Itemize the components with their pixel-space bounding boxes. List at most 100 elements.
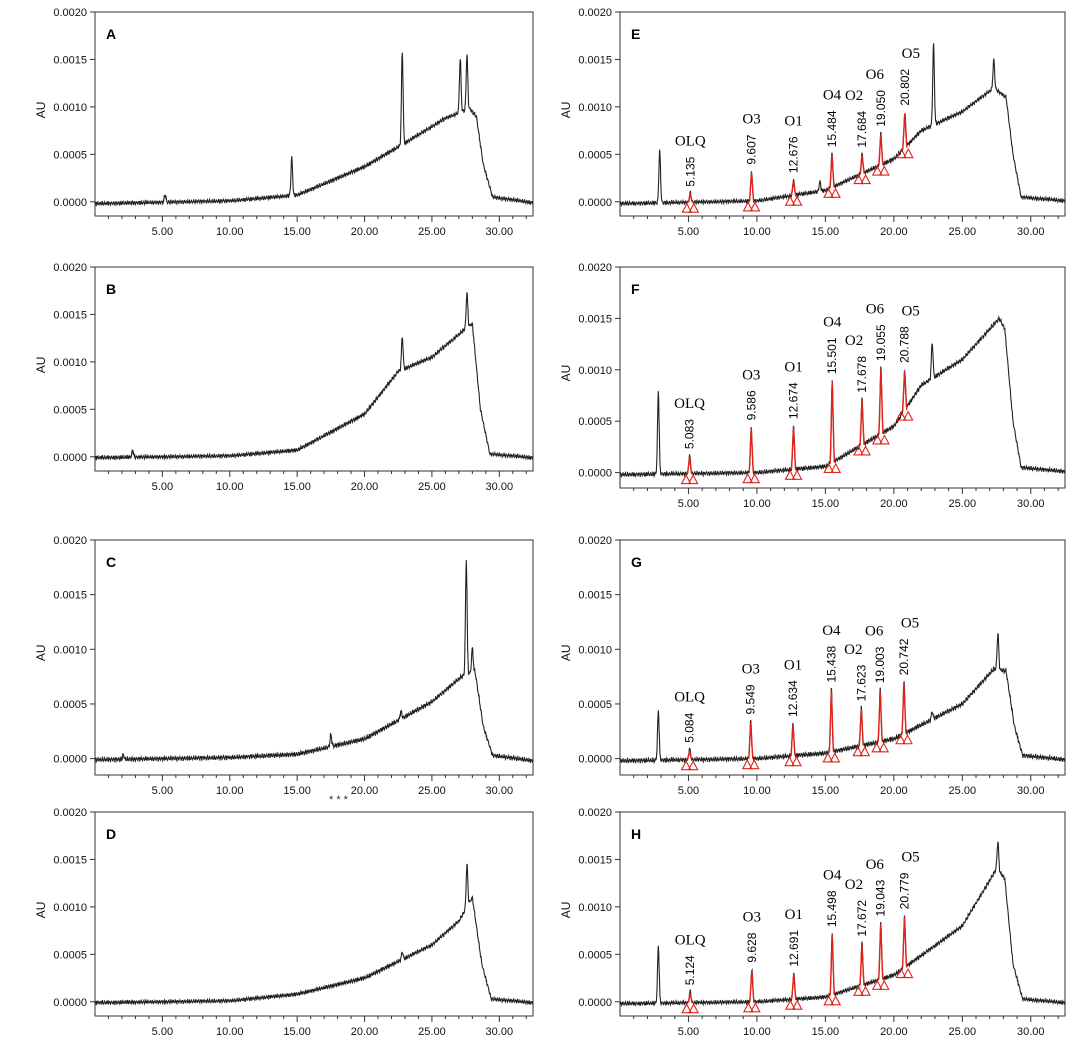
x-tick-label-f-4: 25.00: [949, 498, 977, 510]
integration-marker-f-o5-0: [895, 410, 907, 421]
x-tick-label-d-3: 20.00: [351, 1026, 379, 1038]
peak-highlight-f-o4: [829, 382, 835, 463]
peak-name-g-o3: O3: [742, 661, 760, 677]
integration-marker-e-olq-0: [681, 202, 693, 213]
integration-marker-g-o4-1: [829, 752, 841, 763]
peak-name-g-o6: O6: [865, 624, 884, 640]
peak-name-e-o4: O4: [823, 88, 842, 104]
integration-marker-g-o6-1: [878, 742, 890, 753]
x-tick-label-g-3: 20.00: [880, 785, 908, 797]
peak-highlight-g-o4: [828, 690, 835, 752]
peak-name-h-olq: OLQ: [675, 932, 706, 948]
x-tick-label-g-1: 10.00: [743, 785, 771, 797]
retention-time-g-olq: 5.084: [683, 712, 697, 742]
integration-marker-g-olq-1: [687, 760, 699, 771]
y-tick-label-d-2: 0.0010: [53, 902, 87, 914]
peak-highlight-f-olq: [686, 457, 693, 474]
y-axis-title-f: AU: [559, 365, 573, 382]
retention-time-e-o1: 12.676: [787, 136, 801, 173]
integration-marker-h-o1-1: [791, 999, 803, 1010]
integration-marker-f-o1-0: [784, 469, 796, 480]
x-tick-label-a-2: 15.00: [283, 226, 311, 238]
x-tick-label-a-4: 25.00: [418, 226, 446, 238]
plot-frame-g: [619, 539, 1066, 776]
peak-name-g-olq: OLQ: [674, 690, 705, 706]
integration-marker-h-o6-0: [871, 979, 883, 990]
chromatogram-trace-e: [619, 43, 1065, 208]
integration-marker-h-o5-0: [895, 967, 907, 979]
plot-frame-b: [94, 266, 534, 472]
integration-marker-f-olq-1: [687, 473, 699, 485]
peak-highlight-e-o6: [878, 134, 884, 166]
y-tick-label-a-1: 0.0005: [53, 149, 87, 161]
peak-name-g-o2: O2: [844, 642, 862, 658]
retention-time-g-o2: 17.623: [854, 664, 868, 701]
retention-time-g-o1: 12.634: [786, 680, 800, 717]
chromatogram-trace-b: [94, 292, 533, 462]
y-tick-label-d-0: 0.0000: [53, 997, 87, 1009]
peak-name-f-o3: O3: [742, 367, 760, 383]
integration-marker-g-o3-1: [748, 759, 760, 770]
y-axis-title-h: AU: [559, 902, 573, 919]
peak-highlight-e-o5: [902, 113, 908, 148]
retention-time-e-o6: 19.050: [874, 90, 888, 127]
x-tick-label-h-3: 20.00: [880, 1026, 908, 1038]
peak-highlight-h-olq: [687, 993, 693, 1003]
y-tick-label-d-1: 0.0005: [53, 949, 87, 961]
y-tick-label-b-4: 0.0020: [53, 262, 87, 274]
y-tick-label-d-3: 0.0015: [53, 854, 87, 866]
peak-name-f-olq: OLQ: [674, 396, 705, 412]
y-tick-label-f-4: 0.0020: [578, 262, 612, 274]
integration-marker-g-o1-0: [784, 756, 795, 767]
peak-highlight-e-o3: [748, 172, 755, 201]
x-tick-label-a-0: 5.00: [152, 226, 173, 238]
figure-note: * * *: [329, 794, 349, 806]
y-tick-label-f-1: 0.0005: [578, 416, 612, 428]
y-axis-title-a: AU: [34, 102, 48, 119]
panel-letter-b: B: [106, 281, 116, 297]
integration-marker-h-olq-0: [681, 1003, 693, 1014]
x-tick-label-a-1: 10.00: [216, 226, 244, 238]
plot-frame-h: [619, 811, 1066, 1017]
retention-time-h-o2: 17.672: [855, 900, 869, 937]
integration-marker-g-o4-0: [822, 752, 834, 763]
y-tick-label-h-0: 0.0000: [578, 997, 612, 1009]
peak-name-e-o1: O1: [784, 114, 802, 130]
integration-marker-h-o3-0: [742, 1002, 754, 1013]
peak-name-e-olq: OLQ: [675, 134, 706, 150]
peak-name-e-o5: O5: [902, 46, 920, 62]
x-tick-label-f-5: 30.00: [1017, 498, 1045, 510]
y-tick-label-g-0: 0.0000: [578, 754, 612, 766]
peak-name-e-o2: O2: [845, 88, 863, 104]
y-tick-label-a-2: 0.0010: [53, 102, 87, 114]
y-tick-label-f-0: 0.0000: [578, 468, 612, 480]
integration-marker-e-o2-0: [853, 173, 865, 185]
peak-highlight-e-olq: [687, 192, 693, 203]
peak-highlight-g-o3: [748, 722, 754, 759]
x-tick-label-e-3: 20.00: [880, 226, 908, 238]
integration-marker-h-o4-0: [823, 995, 835, 1006]
peak-name-h-o6: O6: [866, 857, 885, 873]
integration-marker-f-olq-0: [680, 473, 692, 485]
x-tick-label-e-5: 30.00: [1017, 226, 1045, 238]
retention-time-f-o2: 17.678: [855, 356, 869, 393]
x-tick-label-a-5: 30.00: [486, 226, 514, 238]
peak-name-f-o5: O5: [901, 303, 919, 319]
y-tick-label-b-0: 0.0000: [53, 452, 87, 464]
y-tick-label-c-3: 0.0015: [53, 590, 87, 602]
retention-time-f-o4: 15.501: [825, 337, 839, 374]
y-tick-label-d-4: 0.0020: [53, 807, 87, 819]
y-axis-title-c: AU: [34, 644, 48, 661]
integration-marker-h-o6-1: [878, 979, 890, 990]
integration-marker-e-o4-1: [830, 187, 841, 198]
x-tick-label-c-5: 30.00: [486, 785, 514, 797]
integration-marker-g-o2-1: [859, 746, 871, 757]
chromatogram-trace-a: [94, 52, 533, 208]
integration-marker-f-o3-1: [749, 472, 761, 484]
retention-time-f-o3: 9.586: [744, 390, 758, 420]
peak-highlight-e-o1: [790, 181, 797, 196]
integration-marker-f-o2-1: [860, 445, 871, 456]
peak-name-f-o4: O4: [823, 315, 842, 331]
x-tick-label-h-4: 25.00: [949, 1026, 977, 1038]
peak-name-h-o5: O5: [901, 850, 919, 866]
